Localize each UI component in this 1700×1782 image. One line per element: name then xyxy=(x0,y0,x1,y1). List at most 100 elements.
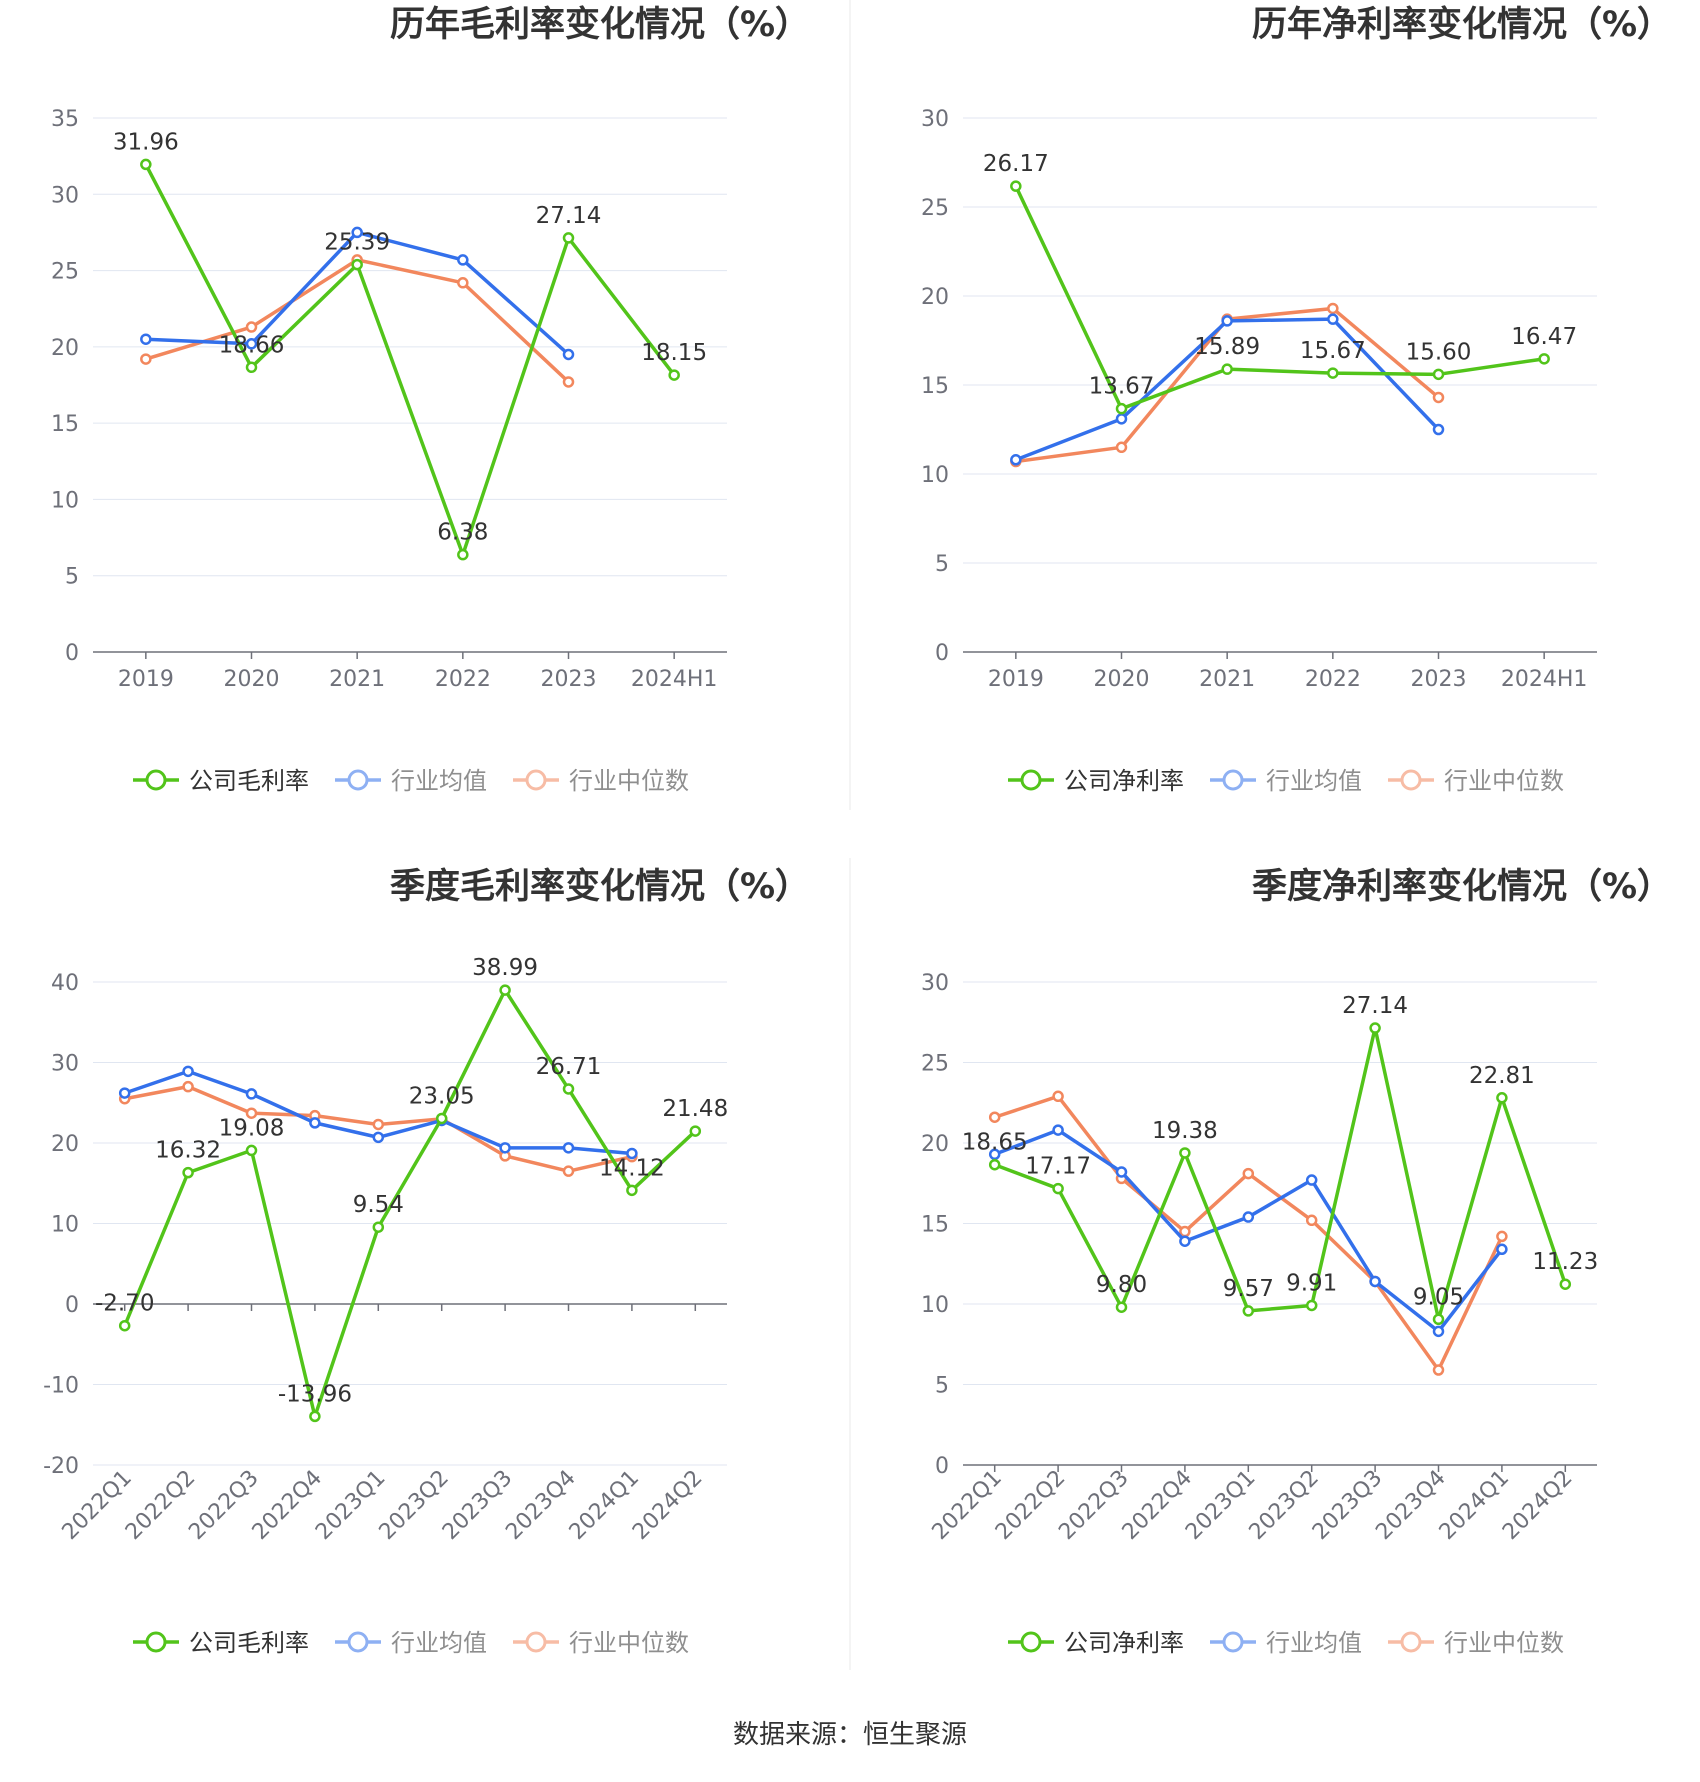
legend-item-company: 公司毛利率 xyxy=(133,767,309,795)
data-point-company xyxy=(457,548,469,561)
chart-title: 季度毛利率变化情况（%） xyxy=(390,867,810,907)
data-label: 9.05 xyxy=(1413,1284,1464,1310)
legend-item-company: 公司净利率 xyxy=(1008,1629,1184,1657)
data-label: 9.80 xyxy=(1096,1272,1147,1298)
data-point-company xyxy=(435,1112,448,1125)
data-point-company xyxy=(1369,1022,1381,1034)
data-label: 9.54 xyxy=(353,1192,404,1218)
data-point-company xyxy=(1010,180,1022,192)
data-point-company xyxy=(245,361,258,374)
x-tick-label: 2024Q2 xyxy=(628,1466,707,1545)
data-point-company xyxy=(1115,1301,1128,1313)
legend-item-median: 行业中位数 xyxy=(1388,1629,1564,1657)
data-point-median xyxy=(1496,1230,1508,1243)
x-tick-label: 2020 xyxy=(1094,667,1150,692)
y-tick-label: -20 xyxy=(43,1454,79,1479)
quarterly-net-margin-chart: 季度净利率变化情况（%）0510152025302022Q12022Q22022… xyxy=(921,867,1672,1657)
data-point-company xyxy=(1327,367,1339,379)
data-label: 18.65 xyxy=(962,1130,1028,1156)
data-point-company xyxy=(562,232,575,244)
legend-label: 行业中位数 xyxy=(569,767,689,795)
x-tick-label: 2024H1 xyxy=(631,667,718,692)
data-source: 数据来源：恒生聚源 xyxy=(733,1720,967,1750)
x-tick-label: 2023Q3 xyxy=(438,1466,517,1545)
y-tick-label: 5 xyxy=(935,1374,949,1399)
data-point-avg xyxy=(351,226,363,239)
x-tick-label: 2019 xyxy=(988,667,1044,692)
data-label: 13.67 xyxy=(1089,374,1155,400)
x-tick-label: 2022 xyxy=(1305,667,1361,692)
data-point-company xyxy=(689,1125,702,1137)
data-label: 22.81 xyxy=(1469,1063,1535,1089)
x-tick-label: 2023Q1 xyxy=(1181,1466,1260,1545)
y-tick-label: 10 xyxy=(921,463,949,488)
y-tick-label: 20 xyxy=(921,285,949,310)
x-tick-label: 2023Q4 xyxy=(501,1466,580,1545)
x-tick-label: 2023 xyxy=(541,667,597,692)
y-tick-label: 25 xyxy=(921,1052,949,1077)
circle-line-icon xyxy=(1400,769,1422,791)
series-line-company xyxy=(1014,185,1545,411)
data-point-median xyxy=(1432,391,1445,404)
y-tick-label: -10 xyxy=(43,1374,79,1399)
data-label: 19.08 xyxy=(219,1115,285,1141)
data-label: 9.57 xyxy=(1223,1276,1274,1302)
data-label: 23.05 xyxy=(409,1083,475,1109)
chart-title: 历年毛利率变化情况（%） xyxy=(390,5,810,45)
y-tick-label: 20 xyxy=(51,336,79,361)
y-tick-label: 30 xyxy=(51,1052,79,1077)
data-point-median xyxy=(1115,441,1128,454)
data-label: 26.71 xyxy=(536,1054,602,1080)
x-tick-label: 2022Q2 xyxy=(121,1466,200,1545)
data-point-median xyxy=(140,353,152,365)
y-tick-label: 5 xyxy=(935,552,949,577)
data-label: 15.89 xyxy=(1194,334,1260,360)
y-tick-label: 40 xyxy=(51,971,79,996)
data-point-avg xyxy=(562,1142,575,1154)
y-tick-label: 30 xyxy=(921,971,949,996)
chart-title: 季度净利率变化情况（%） xyxy=(1252,867,1672,907)
y-tick-label: 5 xyxy=(65,565,79,590)
legend-label: 行业均值 xyxy=(391,1629,487,1657)
data-label: -13.96 xyxy=(278,1381,352,1407)
legend-label: 行业中位数 xyxy=(1444,1629,1564,1657)
data-point-avg xyxy=(1432,1325,1445,1338)
data-label: 9.91 xyxy=(1286,1270,1337,1296)
data-point-company xyxy=(668,369,680,381)
data-point-company xyxy=(1432,368,1445,381)
x-tick-label: 2023Q4 xyxy=(1371,1466,1450,1545)
legend-item-median: 行业中位数 xyxy=(513,1629,689,1657)
x-tick-label: 2022Q4 xyxy=(1118,1466,1197,1545)
legend-item-avg: 行业均值 xyxy=(1210,767,1362,795)
x-tick-label: 2020 xyxy=(224,667,280,692)
data-label: 11.23 xyxy=(1532,1249,1598,1275)
data-point-company xyxy=(1538,353,1550,365)
data-point-median xyxy=(1305,1214,1318,1227)
quarterly-gross-margin-chart: 季度毛利率变化情况（%）-20-100102030402022Q12022Q22… xyxy=(43,867,810,1657)
x-tick-label: 2023Q1 xyxy=(311,1466,390,1545)
data-point-company xyxy=(1221,363,1233,375)
y-tick-label: 15 xyxy=(921,374,949,399)
y-tick-label: 35 xyxy=(51,107,79,132)
series-line-median xyxy=(145,258,570,384)
circle-line-icon xyxy=(347,769,369,791)
x-tick-label: 2019 xyxy=(118,667,174,692)
data-point-company xyxy=(245,1144,258,1157)
circle-line-icon xyxy=(1222,1631,1244,1653)
data-point-avg xyxy=(140,333,152,345)
x-tick-label: 2023Q2 xyxy=(375,1466,454,1545)
y-tick-label: 30 xyxy=(51,183,79,208)
data-point-company xyxy=(372,1221,385,1233)
x-tick-label: 2022 xyxy=(435,667,491,692)
y-tick-label: 0 xyxy=(935,1454,949,1479)
data-point-median xyxy=(1432,1364,1445,1376)
data-point-company xyxy=(988,1158,1001,1171)
legend-item-company: 公司毛利率 xyxy=(133,1629,309,1657)
data-point-avg xyxy=(118,1087,131,1099)
data-point-median xyxy=(1179,1225,1191,1238)
x-tick-label: 2022Q2 xyxy=(991,1466,1070,1545)
x-tick-label: 2021 xyxy=(329,667,385,692)
data-point-avg xyxy=(499,1142,511,1154)
data-point-avg xyxy=(245,1088,258,1100)
x-tick-label: 2022Q4 xyxy=(248,1466,327,1545)
